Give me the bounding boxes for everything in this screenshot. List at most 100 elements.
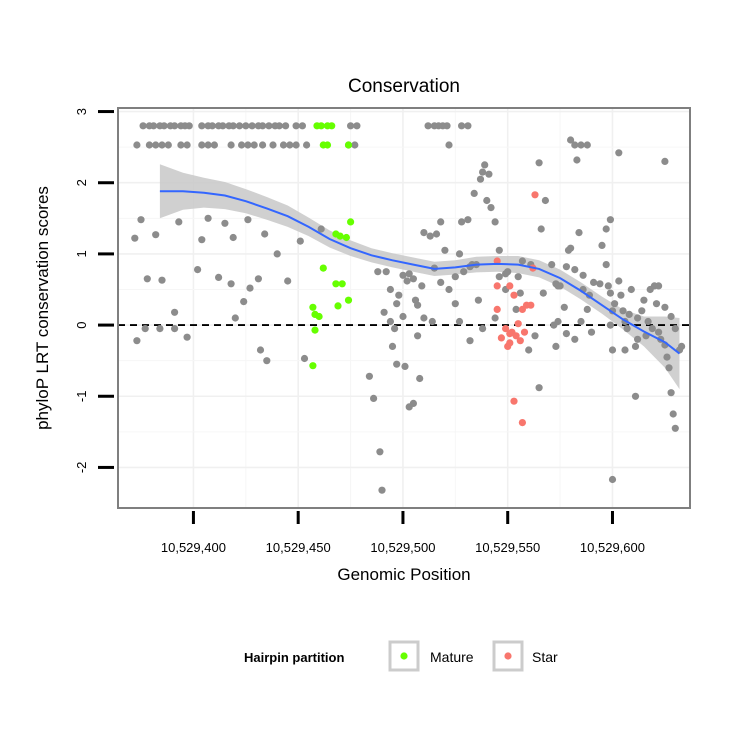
point-other [411,296,420,304]
point-other [571,266,579,274]
point-other [265,122,273,130]
point-other [158,141,166,149]
y-tick-label: 2 [74,179,89,186]
x-tick-label: 10,529,550 [475,540,540,555]
point-other [152,141,160,149]
point-star [518,419,527,427]
y-tick-label: 1 [74,250,89,257]
point-other [273,250,281,258]
point-other [150,122,158,130]
point-star [512,332,520,340]
point-other [617,291,625,299]
point-other [606,216,615,224]
point-other [365,372,373,380]
point-other [548,261,556,269]
point-other [254,275,262,283]
point-star [493,257,501,265]
point-other [644,317,652,326]
point-star [510,397,518,405]
point-other [567,244,575,252]
point-other [424,122,432,130]
point-other [164,141,172,149]
point-other [671,424,679,432]
x-tick-label: 10,529,400 [161,540,226,555]
point-other [221,219,229,227]
point-other [374,268,382,276]
point-other [491,314,499,322]
point-other [317,225,325,233]
point-other [388,342,397,350]
point-other [602,261,610,269]
point-other [539,289,547,297]
point-other [504,268,512,276]
legend-title: Hairpin partition [244,650,344,665]
point-other [303,141,311,149]
point-other [198,141,206,149]
point-other [242,122,250,130]
point-other [279,141,288,149]
point-other [464,216,472,224]
point-other [535,384,543,392]
point-other [483,196,491,205]
point-other [238,141,246,149]
point-other [562,263,571,271]
point-other [665,364,673,372]
point-other [621,346,629,354]
point-other [667,312,675,321]
point-other [671,325,679,333]
point-other [401,362,409,370]
point-other [552,342,560,350]
point-mature [309,362,317,370]
point-mature [328,122,336,130]
point-mature [344,141,353,149]
point-other [518,257,527,265]
y-tick-label: 0 [74,321,89,328]
point-other [198,236,206,244]
point-other [215,273,223,281]
point-other [619,307,627,315]
point-other [143,275,151,283]
point-mature [332,280,340,288]
point-other [608,475,617,484]
point-other [481,161,489,169]
y-tick-label: -2 [74,462,89,474]
point-other [577,317,585,326]
point-other [227,280,235,288]
point-other [231,314,239,322]
x-axis-label: Genomic Position [337,565,470,584]
point-other [380,308,388,316]
confidence-band-area [159,164,680,390]
x-tick-label: 10,529,600 [580,540,645,555]
point-other [198,122,206,130]
point-other [244,216,252,224]
point-other [141,325,149,333]
point-other [158,276,166,284]
point-other [409,275,417,283]
point-other [248,122,256,130]
point-other [420,229,428,237]
point-other [575,229,583,237]
point-other [476,175,485,183]
point-other [479,168,487,176]
point-other [418,282,426,290]
point-other [204,214,212,222]
point-other [292,122,300,130]
point-other [403,277,411,285]
point-other [455,250,464,258]
point-other [391,325,399,333]
point-other [194,266,202,274]
point-other [292,141,300,149]
point-other [137,216,145,224]
point-other [208,122,216,130]
point-other [661,303,669,311]
plot-border [117,107,691,509]
point-other [583,141,591,149]
point-star [520,328,529,336]
point-star [493,282,501,290]
point-mature [315,312,323,321]
point-other [409,399,417,407]
point-star [506,282,514,290]
point-other [399,271,407,279]
point-other [541,196,550,205]
